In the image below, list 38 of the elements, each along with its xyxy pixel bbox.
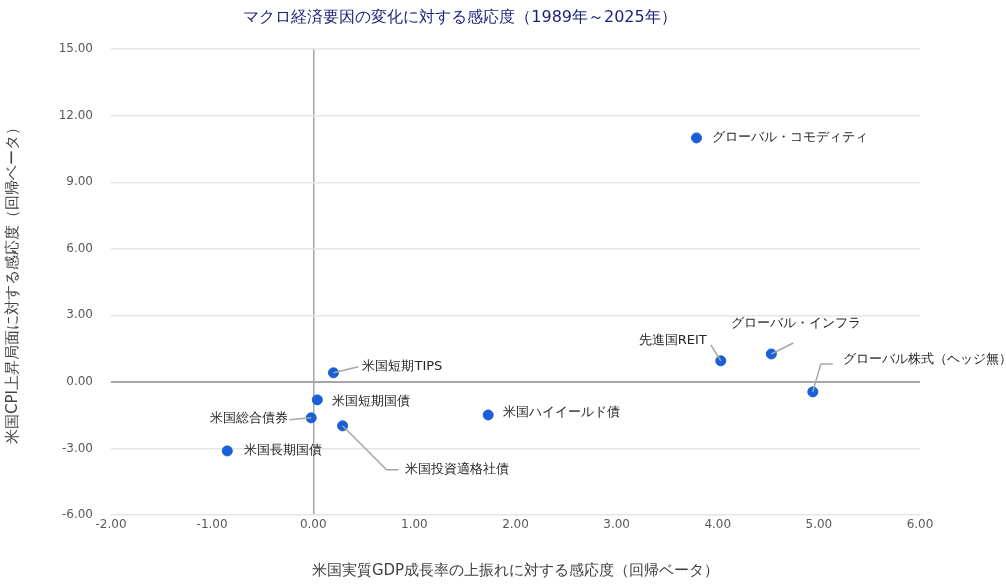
x-tick-label: 2.00 [502, 517, 529, 532]
x-tick-label: 0.00 [299, 517, 327, 532]
point [221, 445, 233, 457]
point [337, 420, 349, 432]
annotation: 米国短期国債 [332, 393, 411, 409]
annotation: 米国投資適格社債 [404, 461, 509, 477]
chart-title: マクロ経済要因の変化に対する感応度（1989年～2025年） [243, 6, 677, 26]
y-tick-label: 6.00 [66, 240, 93, 255]
annotation: 先進国REIT [638, 332, 707, 348]
annotation: 米国ハイイールド債 [503, 404, 621, 420]
annotation: グローバル株式（ヘッジ無） [842, 351, 1006, 367]
point [311, 394, 323, 406]
x-tick-label: -1.00 [196, 517, 228, 532]
annotation: グローバル・インフラ [731, 315, 862, 331]
annotation: グローバル・コモディティ [711, 129, 868, 145]
x-tick-label: 5.00 [805, 517, 833, 532]
point [327, 367, 339, 379]
x-axis-title: 米国実質GDP成長率の上振れに対する感応度（回帰ベータ） [311, 560, 720, 579]
x-tick-label: 6.00 [906, 517, 934, 532]
x-tick-label: 4.00 [704, 517, 732, 532]
point [765, 348, 777, 360]
x-tick-label: 3.00 [603, 517, 630, 532]
y-axis-title: 米国CPI上昇局面に対する感応度（回帰ベータ） [2, 120, 21, 445]
annotation: 米国総合債券 [210, 410, 289, 426]
y-tick-label: 15.00 [58, 41, 93, 56]
y-tick-label: 0.00 [66, 374, 93, 389]
y-tick-label: 12.00 [58, 107, 93, 122]
annotation: 米国長期国債 [244, 442, 323, 458]
y-tick-label: 9.00 [66, 174, 93, 189]
point [482, 409, 494, 421]
y-tick-label: 3.00 [66, 307, 93, 322]
point [691, 132, 703, 144]
x-tick-label: 1.00 [401, 517, 428, 532]
y-tick-label: -3.00 [61, 440, 93, 455]
point [715, 355, 727, 367]
y-tick-label: -6.00 [61, 507, 93, 522]
annotation: 米国短期TIPS [362, 358, 443, 374]
x-tick-label: -2.00 [95, 517, 127, 532]
